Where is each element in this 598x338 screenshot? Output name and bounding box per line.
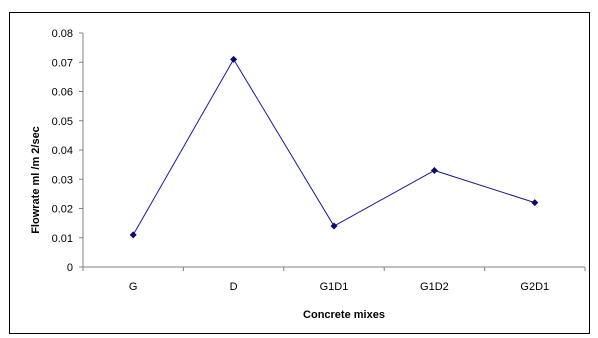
x-axis-title: Concrete mixes bbox=[303, 309, 385, 321]
y-tick-label: 0.03 bbox=[52, 174, 73, 186]
y-tick-label: 0.04 bbox=[52, 145, 73, 157]
x-tick-label: D bbox=[230, 281, 238, 293]
y-tick-label: 0.06 bbox=[52, 87, 73, 99]
x-tick-labels: G D G1D1 G1D2 G2D1 bbox=[129, 281, 549, 293]
data-point-marker bbox=[129, 231, 137, 239]
y-tick-label: 0.08 bbox=[52, 28, 73, 40]
x-tick-label: G1D1 bbox=[320, 281, 349, 293]
data-point-marker bbox=[230, 55, 238, 63]
y-tick-labels: 0 0.01 0.02 0.03 0.04 0.05 0.06 0.07 0.08 bbox=[52, 28, 73, 274]
y-tick-label: 0.02 bbox=[52, 204, 73, 216]
data-markers bbox=[129, 55, 539, 239]
x-tick-label: G bbox=[129, 281, 138, 293]
data-point-marker bbox=[430, 166, 438, 174]
axes bbox=[79, 32, 586, 271]
chart-frame bbox=[9, 12, 590, 334]
x-tick-label: G2D1 bbox=[520, 281, 549, 293]
data-point-marker bbox=[531, 199, 539, 207]
series-line bbox=[132, 58, 535, 236]
x-tick-label: G1D2 bbox=[420, 281, 449, 293]
y-tick-label: 0.01 bbox=[52, 233, 73, 245]
y-tick-label: 0 bbox=[67, 262, 73, 274]
data-point-marker bbox=[330, 222, 338, 230]
y-axis-title: Flowrate ml /m 2/sec bbox=[30, 126, 42, 234]
y-tick-label: 0.07 bbox=[52, 57, 73, 69]
y-tick-label: 0.05 bbox=[52, 116, 73, 128]
